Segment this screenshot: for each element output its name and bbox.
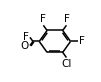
Text: F: F <box>23 32 29 42</box>
Text: F: F <box>64 14 70 24</box>
Text: F: F <box>40 14 46 24</box>
Text: F: F <box>79 36 85 46</box>
Text: O: O <box>20 41 29 51</box>
Text: Cl: Cl <box>61 59 72 69</box>
